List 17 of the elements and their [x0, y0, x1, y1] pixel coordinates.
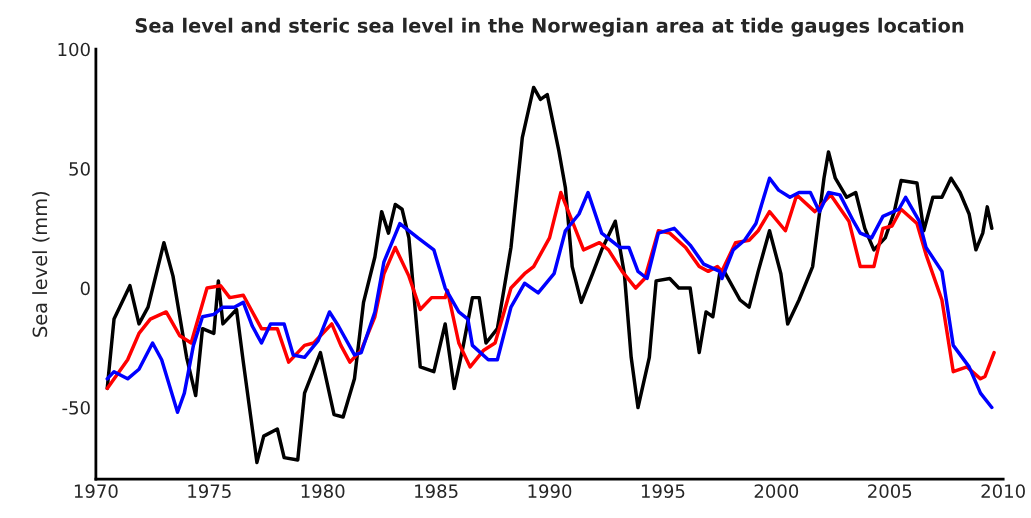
x-tick-label: 1980 — [301, 484, 345, 498]
x-tick-label: 2010 — [981, 484, 1025, 498]
y-tick-label: 100 — [58, 42, 90, 57]
x-tick-label: 1995 — [641, 484, 685, 498]
y-tick-label: 0 — [80, 281, 90, 296]
line-series — [105, 85, 994, 465]
x-tick-label: 1970 — [74, 484, 118, 498]
line-series — [105, 176, 994, 415]
x-tick-label: 1975 — [188, 484, 231, 498]
y-tick-label: 50 — [69, 162, 90, 176]
y-tick-label: -50 — [62, 400, 90, 415]
x-tick-label: 2000 — [754, 484, 799, 498]
x-tick-label: 1985 — [415, 484, 458, 498]
y-axis-title: Sea level (mm) — [32, 191, 50, 337]
chart-title: Sea level and steric sea level in the Norwegian area at tide gauges location — [135, 17, 964, 37]
x-tick-label: 1990 — [528, 484, 572, 498]
x-tick-label: 2005 — [868, 484, 912, 498]
